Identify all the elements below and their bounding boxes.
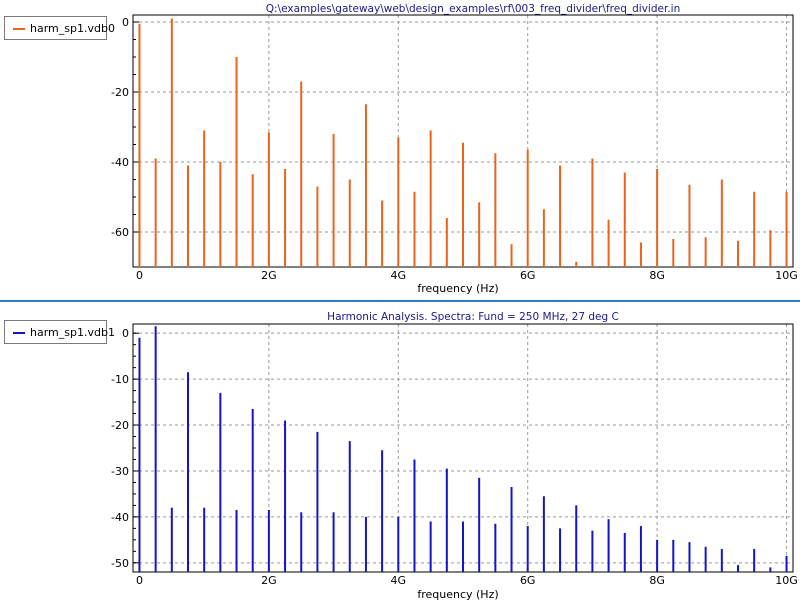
bottom-legend[interactable]: harm_sp1.vdb1 [4, 320, 115, 344]
bottom-x-tick-label: 0 [136, 574, 143, 587]
top-y-tick-label: 0 [122, 16, 129, 29]
top-x-axis-label: frequency (Hz) [417, 282, 498, 295]
bottom-chart-svg: Harmonic Analysis. Spectra: Fund = 250 M… [111, 311, 798, 600]
top-legend-swatch [13, 28, 25, 30]
top-legend-label: harm_sp1.vdb0 [30, 22, 115, 35]
bottom-legend-swatch [13, 332, 25, 334]
panel-separator[interactable] [0, 300, 800, 304]
bottom-y-tick-label: -50 [111, 557, 129, 570]
bottom-x-tick-label: 10G [775, 574, 798, 587]
top-x-tick-label: 8G [649, 269, 665, 282]
bottom-chart-panel: Harmonic Analysis. Spectra: Fund = 250 M… [0, 304, 800, 600]
bottom-y-tick-label: -40 [111, 511, 129, 524]
top-x-tick-label: 6G [520, 269, 536, 282]
bottom-x-axis-label: frequency (Hz) [417, 588, 498, 600]
top-x-tick-label: 10G [775, 269, 798, 282]
top-y-tick-label: -60 [111, 226, 129, 239]
bottom-y-tick-label: -20 [111, 419, 129, 432]
top-x-tick-label: 2G [261, 269, 277, 282]
top-x-tick-label: 4G [391, 269, 407, 282]
bottom-y-tick-label: 0 [122, 327, 129, 340]
top-y-tick-label: -40 [111, 156, 129, 169]
top-chart-svg: Q:\examples\gateway\web\design_examples\… [111, 3, 798, 295]
bottom-x-tick-label: 6G [520, 574, 536, 587]
bottom-legend-label: harm_sp1.vdb1 [30, 326, 115, 339]
bottom-chart-title: Harmonic Analysis. Spectra: Fund = 250 M… [327, 311, 619, 323]
bottom-y-tick-label: -30 [111, 465, 129, 478]
top-chart-panel: Q:\examples\gateway\web\design_examples\… [4, 3, 798, 295]
bottom-x-tick-label: 2G [261, 574, 277, 587]
bottom-y-tick-label: -10 [111, 373, 129, 386]
bottom-x-tick-label: 8G [649, 574, 665, 587]
top-legend[interactable]: harm_sp1.vdb0 [4, 16, 115, 40]
bottom-x-tick-label: 4G [391, 574, 407, 587]
top-y-tick-label: -20 [111, 86, 129, 99]
top-chart-title: Q:\examples\gateway\web\design_examples\… [266, 3, 680, 15]
top-x-tick-label: 0 [136, 269, 143, 282]
